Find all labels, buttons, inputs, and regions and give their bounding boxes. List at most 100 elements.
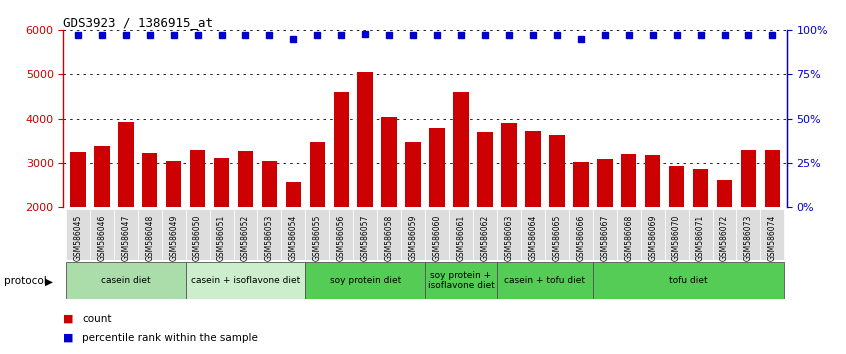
Bar (185, 262, 305, 299)
Bar (497, 209, 521, 260)
Bar (425, 262, 497, 299)
Text: count: count (82, 314, 112, 324)
Bar (712, 209, 737, 260)
Bar (66, 209, 90, 260)
Bar (185, 209, 210, 260)
Bar (665, 209, 689, 260)
Bar (597, 159, 613, 207)
Text: GSM586052: GSM586052 (241, 215, 250, 261)
Bar (761, 209, 784, 260)
Text: GSM586046: GSM586046 (97, 215, 107, 261)
Text: GSM586070: GSM586070 (672, 215, 681, 261)
Bar (573, 162, 589, 207)
Text: GSM586069: GSM586069 (648, 215, 657, 261)
Text: GSM586064: GSM586064 (529, 215, 537, 261)
Bar (525, 131, 541, 207)
Bar (166, 161, 181, 207)
Text: GDS3923 / 1386915_at: GDS3923 / 1386915_at (63, 16, 213, 29)
Bar (521, 209, 545, 260)
Bar (66, 262, 185, 299)
Bar (429, 128, 445, 207)
Text: GSM586048: GSM586048 (146, 215, 154, 261)
Bar (113, 209, 138, 260)
Text: GSM586045: GSM586045 (74, 215, 82, 261)
Text: GSM586061: GSM586061 (457, 215, 465, 261)
Text: GSM586053: GSM586053 (265, 215, 274, 261)
Text: ▶: ▶ (45, 276, 52, 286)
Bar (305, 209, 329, 260)
Text: casein diet: casein diet (101, 276, 151, 285)
Bar (214, 159, 229, 207)
Text: GSM586072: GSM586072 (720, 215, 729, 261)
Text: GSM586074: GSM586074 (768, 215, 777, 261)
Text: GSM586051: GSM586051 (217, 215, 226, 261)
Bar (473, 209, 497, 260)
Text: protocol: protocol (4, 276, 47, 286)
Bar (669, 166, 684, 207)
Bar (382, 117, 397, 207)
Bar (717, 180, 733, 207)
Bar (689, 209, 712, 260)
Text: GSM586073: GSM586073 (744, 215, 753, 261)
Bar (765, 150, 780, 207)
Bar (233, 209, 257, 260)
Text: tofu diet: tofu diet (669, 276, 708, 285)
Bar (545, 209, 569, 260)
Bar (94, 146, 109, 207)
Text: GSM586066: GSM586066 (576, 215, 585, 261)
Bar (286, 182, 301, 207)
Bar (142, 153, 157, 207)
Text: GSM586058: GSM586058 (385, 215, 393, 261)
Text: GSM586065: GSM586065 (552, 215, 562, 261)
Bar (358, 72, 373, 207)
Text: GSM586055: GSM586055 (313, 215, 321, 261)
Bar (90, 209, 113, 260)
Bar (621, 154, 636, 207)
Bar (593, 262, 784, 299)
Text: percentile rank within the sample: percentile rank within the sample (82, 333, 258, 343)
Text: GSM586062: GSM586062 (481, 215, 490, 261)
Bar (329, 209, 354, 260)
Text: GSM586059: GSM586059 (409, 215, 418, 261)
Text: GSM586060: GSM586060 (432, 215, 442, 261)
Text: casein + tofu diet: casein + tofu diet (504, 276, 585, 285)
Text: GSM586071: GSM586071 (696, 215, 705, 261)
Bar (190, 150, 206, 207)
Bar (257, 209, 282, 260)
Bar (333, 92, 349, 207)
Bar (569, 209, 593, 260)
Bar (737, 209, 761, 260)
Bar (118, 122, 134, 207)
Bar (640, 209, 665, 260)
Text: casein + isoflavone diet: casein + isoflavone diet (191, 276, 300, 285)
Text: soy protein diet: soy protein diet (330, 276, 401, 285)
Bar (162, 209, 185, 260)
Bar (70, 152, 85, 207)
Bar (377, 209, 401, 260)
Bar (501, 123, 517, 207)
Bar (645, 155, 661, 207)
Text: GSM586054: GSM586054 (288, 215, 298, 261)
Bar (741, 149, 756, 207)
Bar (449, 209, 473, 260)
Bar (138, 209, 162, 260)
Bar (305, 262, 425, 299)
Bar (617, 209, 640, 260)
Bar (497, 262, 593, 299)
Bar (261, 161, 277, 207)
Text: GSM586047: GSM586047 (121, 215, 130, 261)
Bar (453, 92, 469, 207)
Bar (310, 142, 325, 207)
Bar (477, 132, 492, 207)
Text: soy protein +
isoflavone diet: soy protein + isoflavone diet (427, 271, 494, 290)
Bar (549, 135, 564, 207)
Text: GSM586056: GSM586056 (337, 215, 346, 261)
Text: ■: ■ (63, 333, 74, 343)
Bar (354, 209, 377, 260)
Text: GSM586068: GSM586068 (624, 215, 633, 261)
Text: GSM586063: GSM586063 (504, 215, 514, 261)
Bar (401, 209, 425, 260)
Bar (210, 209, 233, 260)
Bar (693, 169, 708, 207)
Bar (593, 209, 617, 260)
